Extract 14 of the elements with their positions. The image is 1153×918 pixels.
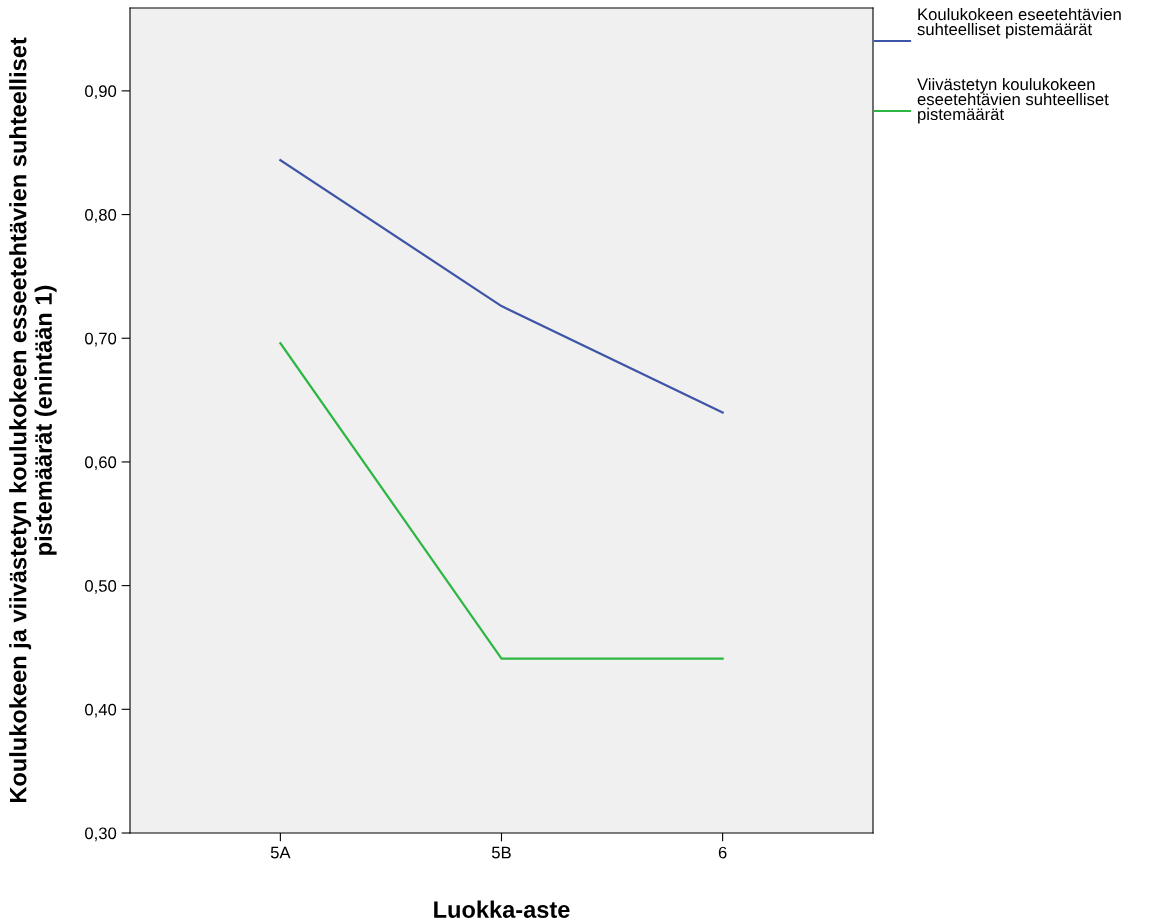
text: Koulukokeen eseetehtävien suhteelliset pistemäärät [917,8,1121,39]
y-tick-label: 0,50 [85,580,117,594]
y-tick-label: 0,70 [85,332,117,347]
x-tick-label: 5A [270,846,291,859]
legend-label: Viivästetyn koulukokeen eseetehtävien suhteelliset pistemäärät [917,78,1109,124]
x-axis-title: Luokka-aste [434,900,570,918]
y-tick-label: 0,80 [85,208,117,223]
y-tick-label: 0,60 [85,456,117,471]
x-tick-label: 6 [718,846,727,859]
y-tick-label: 0,30 [85,827,117,842]
y-tick-label: 0,90 [85,85,117,100]
y-axis-title: Koulukokeen ja viivästetyn koulukokeen esseetehtävien suhteelliset pistemäärät (enintään 1) [9,37,57,803]
x-tick-label: 5B [491,846,511,859]
y-tick-label: 0,40 [85,703,117,718]
